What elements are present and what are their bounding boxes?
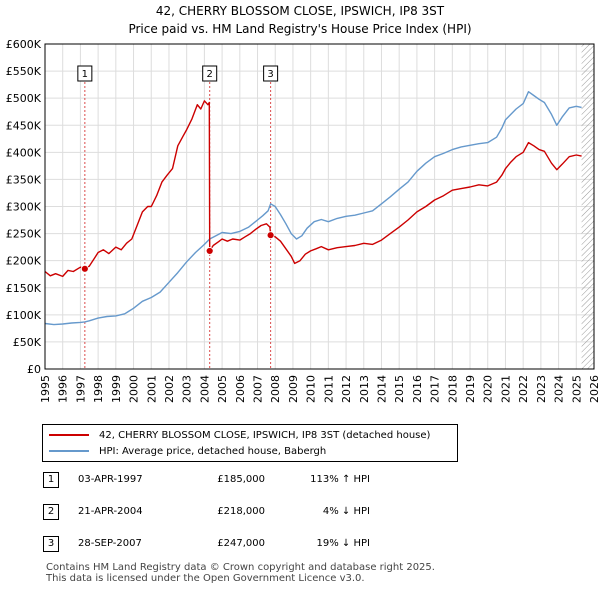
- legend-swatch-property: [49, 434, 89, 436]
- x-tick-label: 2008: [269, 375, 282, 403]
- sale-hpi-change: 4% ↓ HPI: [322, 506, 370, 517]
- x-tick-label: 2024: [553, 375, 566, 403]
- sale-point: [205, 247, 214, 255]
- y-tick-label: £400K: [6, 146, 42, 159]
- x-tick-label: 2023: [535, 375, 548, 403]
- chart-subtitle: Price paid vs. HM Land Registry's House …: [128, 22, 472, 36]
- y-tick-label: £350K: [6, 173, 42, 186]
- x-tick-label: 1998: [92, 375, 105, 403]
- sale-price: £185,000: [217, 474, 265, 485]
- x-tick-label: 2025: [570, 375, 583, 403]
- x-tick-label: 1999: [110, 375, 123, 403]
- legend-item-property: 42, CHERRY BLOSSOM CLOSE, IPSWICH, IP8 3…: [49, 428, 430, 442]
- x-tick-label: 2015: [393, 375, 406, 403]
- sale-marker-label: 1: [82, 69, 88, 80]
- x-tick-label: 2012: [340, 375, 353, 403]
- plot-border: [44, 43, 595, 370]
- y-tick-label: £50K: [13, 336, 42, 349]
- x-tick-label: 2016: [411, 375, 424, 403]
- sale-date: 21-APR-2004: [78, 506, 143, 517]
- y-tick-label: £300K: [6, 201, 42, 214]
- x-tick-label: 2006: [234, 375, 247, 403]
- x-tick-label: 2021: [499, 375, 512, 403]
- x-tick-label: 2026: [588, 375, 600, 403]
- y-tick-label: £600K: [6, 38, 42, 51]
- sale-hpi-change: 19% ↓ HPI: [316, 538, 370, 549]
- sale-marker-box: [263, 65, 279, 82]
- sale-hpi-change: 113% ↑ HPI: [310, 474, 370, 485]
- legend-swatch-hpi: [49, 450, 89, 452]
- x-tick-label: 2019: [464, 375, 477, 403]
- y-tick-label: £150K: [6, 282, 42, 295]
- x-tick-label: 2018: [446, 375, 459, 403]
- sale-marker-label: 3: [267, 69, 273, 80]
- sale-row: 1 03-APR-1997 £185,000 113% ↑ HPI: [0, 472, 600, 490]
- sale-number-badge: 1: [43, 472, 59, 488]
- x-tick-label: 2011: [322, 375, 335, 403]
- y-tick-label: £0: [27, 363, 41, 376]
- legend-label-property: 42, CHERRY BLOSSOM CLOSE, IPSWICH, IP8 3…: [99, 429, 431, 441]
- sale-point: [266, 231, 275, 240]
- hpi-line: [44, 91, 582, 326]
- x-tick-label: 2020: [482, 375, 495, 403]
- x-tick-label: 2005: [216, 375, 229, 403]
- x-tick-label: 2000: [128, 375, 141, 403]
- x-tick-label: 2007: [252, 375, 265, 403]
- legend-label-hpi: HPI: Average price, detached house, Babe…: [99, 445, 327, 457]
- x-tick-label: 2013: [358, 375, 371, 403]
- y-tick-label: £550K: [6, 65, 42, 78]
- sale-price: £218,000: [217, 506, 265, 517]
- x-tick-label: 2003: [181, 375, 194, 403]
- x-tick-label: 2010: [305, 375, 318, 403]
- x-tick-label: 2014: [375, 375, 388, 403]
- x-tick-label: 2022: [517, 375, 530, 403]
- y-tick-label: £250K: [6, 228, 42, 241]
- sale-date: 03-APR-1997: [78, 474, 143, 485]
- y-tick-label: £500K: [6, 92, 42, 105]
- sale-date: 28-SEP-2007: [78, 538, 142, 549]
- footer-copyright: Contains HM Land Registry data © Crown c…: [46, 562, 435, 573]
- sale-row: 2 21-APR-2004 £218,000 4% ↓ HPI: [0, 504, 600, 522]
- footer-licence: This data is licensed under the Open Gov…: [46, 573, 365, 584]
- sale-point: [80, 264, 89, 273]
- sale-price: £247,000: [217, 538, 265, 549]
- x-tick-label: 1995: [39, 375, 52, 403]
- legend-item-hpi: HPI: Average price, detached house, Babe…: [49, 444, 326, 458]
- y-tick-label: £100K: [6, 309, 42, 322]
- footer: Contains HM Land Registry data © Crown c…: [46, 562, 435, 584]
- sale-marker-box: [202, 65, 218, 82]
- x-tick-label: 1996: [57, 375, 70, 403]
- chart-title: 42, CHERRY BLOSSOM CLOSE, IPSWICH, IP8 3…: [155, 4, 445, 18]
- chart-legend: 42, CHERRY BLOSSOM CLOSE, IPSWICH, IP8 3…: [42, 424, 458, 462]
- x-tick-label: 1997: [74, 375, 87, 403]
- sale-number-badge: 3: [43, 536, 59, 552]
- property-price-line: [44, 100, 582, 278]
- sale-row: 3 28-SEP-2007 £247,000 19% ↓ HPI: [0, 536, 600, 554]
- x-tick-label: 2004: [198, 375, 211, 403]
- x-tick-label: 2009: [287, 375, 300, 403]
- y-tick-label: £200K: [6, 255, 42, 268]
- sale-marker-label: 2: [207, 69, 213, 80]
- sale-number-badge: 2: [43, 504, 59, 520]
- y-tick-label: £450K: [6, 119, 42, 132]
- x-tick-label: 2001: [145, 375, 158, 403]
- price-chart: £0 £50K £100K £150K £200K £250K £300K £350K £400…: [6, 38, 600, 403]
- x-tick-label: 2017: [429, 375, 442, 403]
- x-tick-label: 2002: [163, 375, 176, 403]
- sale-marker-box: [77, 65, 93, 82]
- forecast-region: [581, 44, 594, 369]
